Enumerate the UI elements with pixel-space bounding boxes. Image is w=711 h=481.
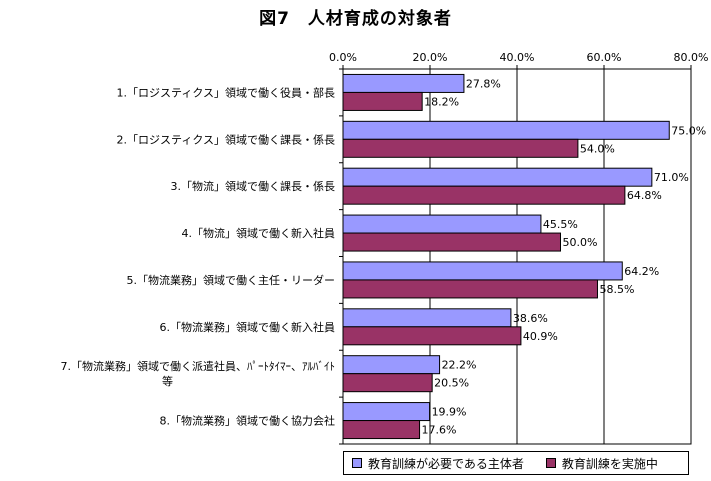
legend-label-implementing: 教育訓練を実施中 [561, 456, 658, 471]
bar-needed [342, 261, 623, 281]
category-label: 4.「物流」領域で働く新入社員 [182, 226, 336, 240]
data-label: 58.5% [599, 283, 634, 296]
data-label: 64.2% [624, 265, 659, 278]
bar-implementing [342, 326, 522, 346]
category-label: 7.「物流業務」領域で働く派遣社員、ﾊﾟｰﾄﾀｲﾏｰ、ｱﾙﾊﾞｲﾄ [61, 359, 336, 373]
x-tick-label: 20.0% [413, 51, 448, 64]
bar-needed [342, 402, 431, 422]
legend-swatch-needed [352, 458, 362, 468]
category-label: 3.「物流」領域で働く課長・係長 [171, 179, 336, 193]
legend-item-implementing: 教育訓練を実施中 [545, 455, 658, 472]
category-label: 等 [162, 374, 173, 388]
legend-label-needed: 教育訓練が必要である主体者 [368, 456, 524, 471]
bar-implementing [342, 232, 561, 252]
data-label: 45.5% [543, 218, 578, 231]
x-tick-label: 0.0% [329, 51, 357, 64]
data-label: 71.0% [654, 171, 689, 184]
legend-item-needed: 教育訓練が必要である主体者 [352, 455, 524, 472]
legend: 教育訓練が必要である主体者 教育訓練を実施中 [343, 451, 689, 475]
data-label: 19.9% [432, 406, 467, 419]
bar-needed [342, 120, 670, 140]
data-label: 50.0% [563, 236, 598, 249]
bar-implementing [342, 138, 579, 158]
bar-needed [342, 355, 441, 375]
category-label: 2.「ロジスティクス」領域で働く課長・係長 [116, 132, 335, 146]
data-label: 27.8% [466, 77, 501, 90]
data-label: 54.0% [580, 142, 615, 155]
bar-needed [342, 214, 542, 234]
data-label: 64.8% [627, 189, 662, 202]
x-tick-label: 60.0% [587, 51, 622, 64]
data-label: 22.2% [442, 359, 477, 372]
bar-needed [342, 73, 465, 93]
data-label: 40.9% [523, 330, 558, 343]
x-tick-label: 40.0% [500, 51, 535, 64]
bar-implementing [342, 185, 626, 205]
bar-implementing [342, 420, 421, 440]
bar-implementing [342, 373, 433, 393]
data-label: 17.6% [422, 424, 457, 437]
category-label: 8.「物流業務」領域で働く協力会社 [160, 414, 336, 428]
chart-title: 図7 人材育成の対象者 [259, 9, 452, 29]
bar-needed [342, 167, 653, 187]
x-tick-label: 80.0% [674, 51, 709, 64]
category-label: 1.「ロジスティクス」領域で働く役員・部長 [116, 85, 335, 99]
data-label: 18.2% [424, 95, 459, 108]
data-label: 20.5% [434, 377, 469, 390]
legend-swatch-implementing [545, 458, 556, 468]
data-label: 75.0% [671, 124, 706, 137]
bar-implementing [342, 279, 598, 299]
bar-implementing [342, 91, 423, 111]
bar-needed [342, 308, 512, 328]
category-label: 5.「物流業務」領域で働く主任・リーダー [127, 273, 336, 287]
category-label: 6.「物流業務」領域で働く新入社員 [160, 320, 336, 334]
data-label: 38.6% [513, 312, 548, 325]
